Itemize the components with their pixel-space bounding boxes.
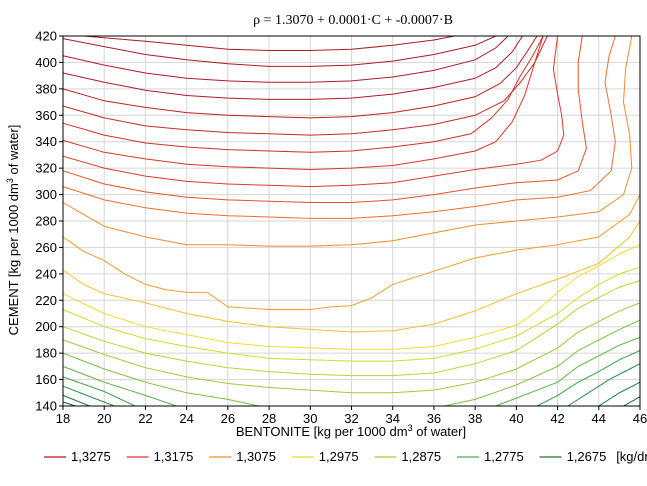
contour-line (62, 376, 136, 407)
y-tick-label: 220 (35, 293, 57, 308)
y-axis-ticks: 140 160 180 200 220 240 260 280 300 320 340 360 380 4… (35, 29, 63, 414)
x-axis-label-text: BENTONITE [kg per 1000 dm (236, 424, 408, 439)
contour-line (62, 365, 177, 407)
x-tick-label: 40 (509, 411, 523, 426)
x-tick-label: 44 (592, 411, 606, 426)
contour-line (62, 35, 544, 171)
contour-line (62, 385, 115, 407)
x-tick-label: 18 (56, 411, 70, 426)
contour-line (62, 394, 90, 407)
x-axis-ticks: 18 20 22 24 26 28 30 32 34 36 38 40 42 44 46 (56, 406, 647, 426)
x-tick-label: 26 (221, 411, 235, 426)
contour-line (62, 352, 259, 407)
contour-line (62, 401, 76, 407)
y-tick-label: 380 (35, 81, 57, 96)
x-axis-label-tail: of water] (413, 424, 466, 439)
y-tick-label: 140 (35, 399, 57, 414)
x-tick-label: 24 (179, 411, 193, 426)
x-tick-label: 20 (97, 411, 111, 426)
legend-label: 1,3275 (71, 449, 111, 464)
contour-line (495, 336, 641, 407)
contour-line (598, 381, 641, 407)
y-axis-label: CEMENT [kg per 1000 dm3 of water] (5, 125, 21, 336)
x-tick-label: 38 (468, 411, 482, 426)
y-tick-label: 280 (35, 214, 57, 229)
x-tick-label: 28 (262, 411, 276, 426)
x-tick-label: 34 (385, 411, 399, 426)
contour-line (567, 363, 641, 407)
contour-line (623, 396, 641, 407)
y-axis-label-tail: of water] (6, 125, 21, 178)
legend-label: 1,2975 (319, 449, 359, 464)
legend-label: 1,3075 (236, 449, 276, 464)
y-tick-label: 200 (35, 319, 57, 334)
x-axis-label: BENTONITE [kg per 1000 dm3 of water] (236, 423, 466, 439)
y-tick-label: 320 (35, 161, 57, 176)
y-tick-label: 340 (35, 134, 57, 149)
contour-line (62, 35, 548, 136)
y-tick-label: 400 (35, 55, 57, 70)
y-tick-label: 420 (35, 29, 57, 44)
contour-line (62, 244, 641, 350)
y-axis-label-sup: 3 (5, 178, 15, 183)
y-tick-label: 360 (35, 108, 57, 123)
contour-line (62, 35, 616, 219)
contour-line (62, 35, 497, 67)
contour-line (83, 35, 455, 51)
contour-line (62, 220, 641, 333)
y-tick-label: 260 (35, 240, 57, 255)
x-tick-label: 36 (427, 411, 441, 426)
x-tick-label: 46 (633, 411, 647, 426)
chart-title: ρ = 1.3070 + 0.0001·C + -0.0007·B (253, 13, 453, 28)
y-axis-label-text: CEMENT [kg per 1000 dm (6, 183, 21, 335)
contour-line (62, 35, 633, 247)
contour-line (62, 194, 641, 310)
x-tick-label: 30 (303, 411, 317, 426)
y-tick-label: 180 (35, 346, 57, 361)
legend-unit: [kg/dm3] (616, 448, 647, 464)
legend-label: 1,2775 (484, 449, 524, 464)
contour-line (62, 35, 587, 203)
contour-line (62, 35, 565, 188)
contour-line (444, 319, 641, 407)
contour-line (62, 35, 509, 83)
contour-line (62, 35, 544, 153)
x-tick-label: 32 (344, 411, 358, 426)
legend-label: 1,2875 (401, 449, 441, 464)
contour-line (62, 35, 523, 100)
x-axis-label-sup: 3 (408, 423, 413, 433)
contour-line (536, 350, 641, 407)
contour-line (62, 302, 641, 394)
y-tick-label: 240 (35, 266, 57, 281)
legend-label: 1,3175 (154, 449, 194, 464)
contour-line (62, 35, 538, 119)
legend-unit-text: [kg/dm (616, 449, 647, 464)
contour-lines (62, 35, 641, 407)
y-tick-label: 300 (35, 187, 57, 202)
legend-label: 1,2675 (567, 449, 607, 464)
x-tick-label: 42 (550, 411, 564, 426)
legend: 1,3275 1,3175 1,3075 1,2975 1,2875 1,2775 1,26… (44, 448, 647, 464)
y-tick-label: 160 (35, 372, 57, 387)
contour-line (62, 266, 641, 362)
contour-line (62, 280, 641, 377)
x-tick-label: 22 (138, 411, 152, 426)
